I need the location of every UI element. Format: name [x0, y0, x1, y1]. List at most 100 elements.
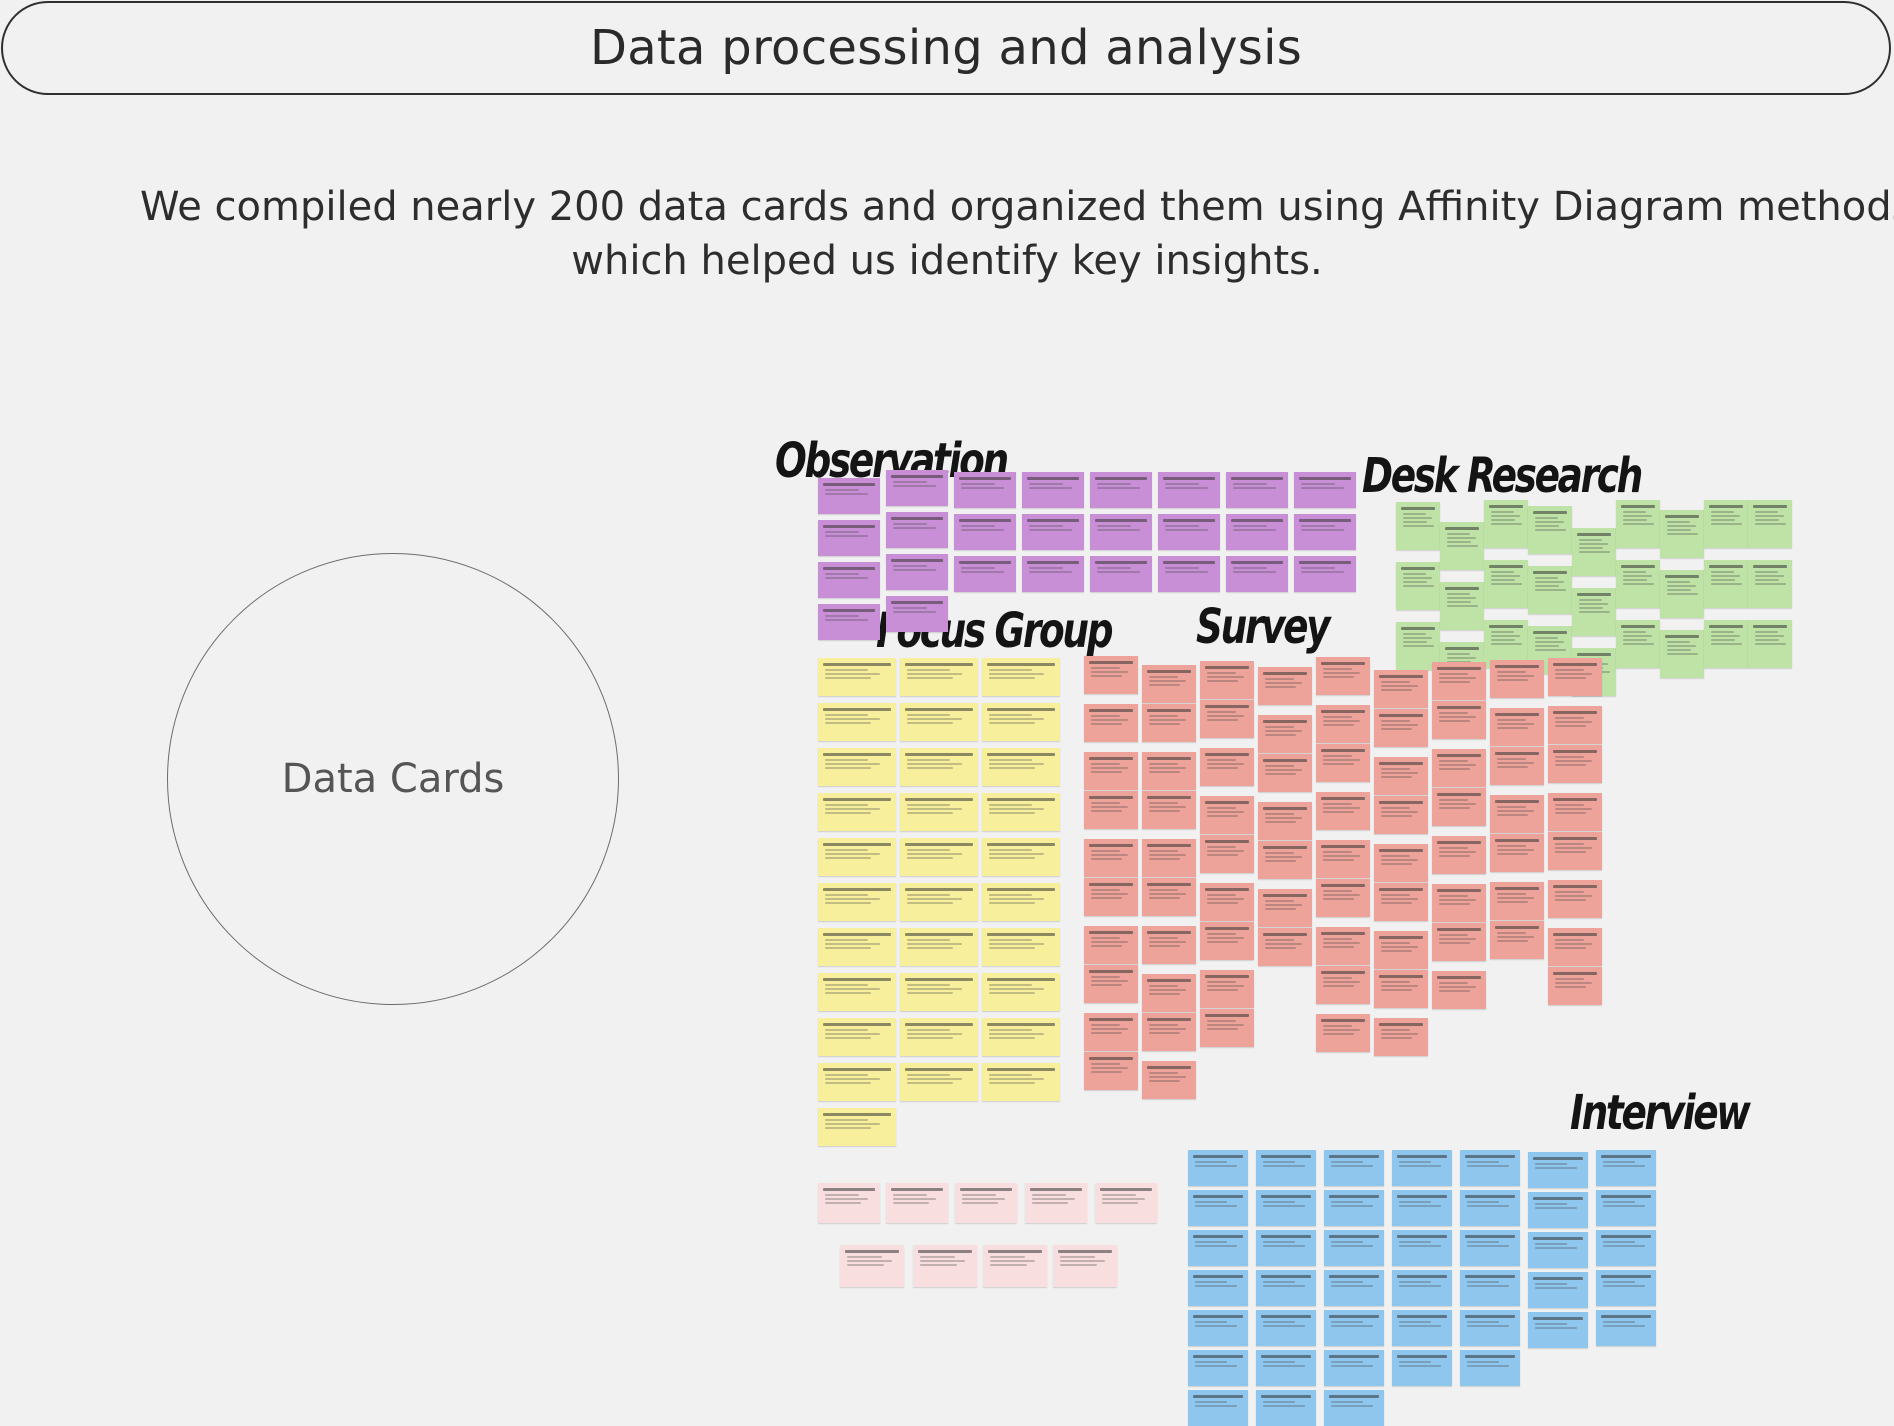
interview-card[interactable] — [1460, 1190, 1520, 1226]
interview-card[interactable] — [1256, 1390, 1316, 1426]
focus-group-card[interactable] — [818, 973, 896, 1011]
observation-card[interactable] — [954, 472, 1016, 508]
interview-card[interactable] — [1596, 1190, 1656, 1226]
desk-research-card[interactable] — [1528, 506, 1572, 554]
interview-card[interactable] — [1256, 1310, 1316, 1346]
survey-card[interactable] — [1374, 844, 1428, 882]
survey-card[interactable] — [1374, 757, 1428, 795]
interview-card[interactable] — [1188, 1310, 1248, 1346]
interview-card[interactable] — [1256, 1190, 1316, 1226]
survey-card[interactable] — [1142, 704, 1196, 742]
observation-card[interactable] — [1158, 514, 1220, 550]
survey-card[interactable] — [1084, 878, 1138, 916]
interview-card[interactable] — [1460, 1350, 1520, 1386]
survey-card[interactable] — [1258, 841, 1312, 879]
survey-card[interactable] — [1432, 662, 1486, 700]
survey-card[interactable] — [1200, 748, 1254, 786]
desk-research-card[interactable] — [1572, 528, 1616, 576]
survey-card[interactable] — [1432, 884, 1486, 922]
focus-group-card[interactable] — [818, 658, 896, 696]
desk-research-card[interactable] — [1572, 588, 1616, 636]
focus-group-card[interactable] — [818, 838, 896, 876]
survey-card[interactable] — [1548, 880, 1602, 918]
survey-card[interactable] — [1374, 931, 1428, 969]
interview-card[interactable] — [1528, 1192, 1588, 1228]
survey-card[interactable] — [1316, 744, 1370, 782]
focus-group-card[interactable] — [818, 928, 896, 966]
focus-group-card[interactable] — [900, 883, 978, 921]
survey-card[interactable] — [1316, 792, 1370, 830]
interview-card[interactable] — [1256, 1270, 1316, 1306]
focus-group-card[interactable] — [982, 658, 1060, 696]
survey-card[interactable] — [1548, 745, 1602, 783]
survey-card[interactable] — [1200, 922, 1254, 960]
survey-card[interactable] — [1316, 927, 1370, 965]
observation-card[interactable] — [818, 478, 880, 514]
interview-card[interactable] — [1392, 1230, 1452, 1266]
observation-card[interactable] — [1090, 514, 1152, 550]
desk-research-card[interactable] — [1660, 510, 1704, 558]
pink-card[interactable] — [955, 1183, 1017, 1223]
focus-group-card[interactable] — [818, 748, 896, 786]
survey-card[interactable] — [1374, 883, 1428, 921]
survey-card[interactable] — [1258, 928, 1312, 966]
survey-card[interactable] — [1084, 704, 1138, 742]
focus-group-card[interactable] — [900, 703, 978, 741]
survey-card[interactable] — [1316, 840, 1370, 878]
observation-card[interactable] — [1226, 472, 1288, 508]
interview-card[interactable] — [1256, 1150, 1316, 1186]
interview-card[interactable] — [1188, 1270, 1248, 1306]
observation-card[interactable] — [886, 470, 948, 506]
interview-card[interactable] — [1460, 1230, 1520, 1266]
survey-card[interactable] — [1316, 705, 1370, 743]
survey-card[interactable] — [1084, 926, 1138, 964]
observation-card[interactable] — [1090, 472, 1152, 508]
focus-group-card[interactable] — [982, 973, 1060, 1011]
pink-card[interactable] — [840, 1245, 904, 1287]
survey-card[interactable] — [1084, 791, 1138, 829]
pink-card[interactable] — [818, 1183, 880, 1223]
focus-group-card[interactable] — [900, 928, 978, 966]
focus-group-card[interactable] — [818, 1018, 896, 1056]
interview-card[interactable] — [1596, 1230, 1656, 1266]
survey-card[interactable] — [1142, 752, 1196, 790]
interview-card[interactable] — [1392, 1190, 1452, 1226]
survey-card[interactable] — [1084, 839, 1138, 877]
desk-research-card[interactable] — [1616, 560, 1660, 608]
interview-card[interactable] — [1188, 1230, 1248, 1266]
interview-card[interactable] — [1392, 1350, 1452, 1386]
survey-card[interactable] — [1142, 839, 1196, 877]
focus-group-card[interactable] — [900, 1018, 978, 1056]
survey-card[interactable] — [1374, 670, 1428, 708]
observation-card[interactable] — [1294, 472, 1356, 508]
desk-research-card[interactable] — [1396, 562, 1440, 610]
desk-research-card[interactable] — [1748, 500, 1792, 548]
focus-group-card[interactable] — [818, 1063, 896, 1101]
interview-card[interactable] — [1596, 1150, 1656, 1186]
survey-card[interactable] — [1490, 921, 1544, 959]
survey-card[interactable] — [1490, 660, 1544, 698]
focus-group-card[interactable] — [982, 1063, 1060, 1101]
survey-card[interactable] — [1084, 752, 1138, 790]
survey-card[interactable] — [1142, 878, 1196, 916]
survey-card[interactable] — [1374, 709, 1428, 747]
interview-card[interactable] — [1528, 1272, 1588, 1308]
observation-card[interactable] — [818, 604, 880, 640]
interview-card[interactable] — [1528, 1152, 1588, 1188]
observation-card[interactable] — [954, 556, 1016, 592]
survey-card[interactable] — [1490, 747, 1544, 785]
interview-card[interactable] — [1392, 1150, 1452, 1186]
survey-card[interactable] — [1548, 928, 1602, 966]
desk-research-card[interactable] — [1704, 620, 1748, 668]
observation-card[interactable] — [1090, 556, 1152, 592]
survey-card[interactable] — [1142, 791, 1196, 829]
survey-card[interactable] — [1200, 1009, 1254, 1047]
survey-card[interactable] — [1200, 970, 1254, 1008]
survey-card[interactable] — [1490, 708, 1544, 746]
focus-group-card[interactable] — [900, 1063, 978, 1101]
observation-card[interactable] — [1294, 514, 1356, 550]
observation-card[interactable] — [886, 554, 948, 590]
survey-card[interactable] — [1490, 882, 1544, 920]
survey-card[interactable] — [1490, 834, 1544, 872]
desk-research-card[interactable] — [1484, 500, 1528, 548]
